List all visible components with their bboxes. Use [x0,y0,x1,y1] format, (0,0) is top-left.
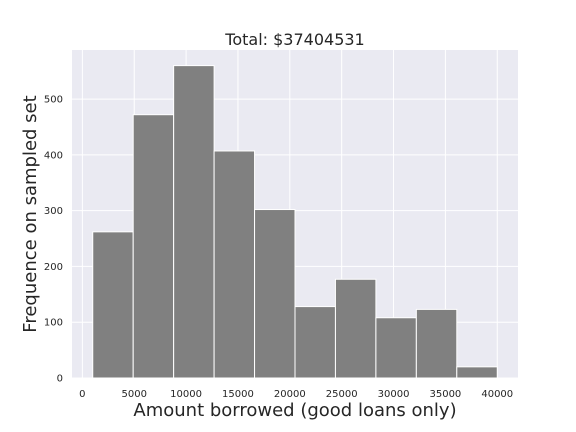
x-tick-label: 20000 [274,389,306,400]
y-tick-label: 100 [44,318,63,329]
histogram-bar [254,209,296,379]
histogram-bar [173,65,215,379]
x-tick-label: 25000 [326,389,358,400]
histogram-bar [294,306,336,379]
x-tick-label: 35000 [429,389,461,400]
histogram-bar [213,150,256,379]
histogram-bar [92,231,134,379]
y-axis-ticks: 0 100 200 300 400 500 [44,95,63,385]
y-tick-label: 200 [44,262,63,273]
histogram-bar [415,308,458,379]
histogram-bar [456,366,498,379]
x-axis-ticks: 0 5000 10000 15000 20000 25000 30000 35000 40000 [79,389,513,400]
histogram-bars [92,65,498,379]
y-tick-label: 400 [44,150,63,161]
y-tick-label: 500 [44,95,63,106]
chart-title: Total: $37404531 [224,30,364,49]
y-tick-label: 0 [57,374,63,385]
x-tick-label: 30000 [378,389,410,400]
histogram-bar [132,114,175,379]
x-tick-label: 5000 [122,389,147,400]
y-tick-label: 300 [44,206,63,217]
x-axis-label: Amount borrowed (good loans only) [133,400,456,421]
x-tick-label: 10000 [170,389,202,400]
x-tick-label: 15000 [222,389,254,400]
histogram-bar [375,317,417,379]
y-axis-label: Frequence on sampled set [20,95,41,332]
x-tick-label: 0 [79,389,85,400]
x-tick-label: 40000 [481,389,513,400]
histogram-bar [334,278,377,379]
